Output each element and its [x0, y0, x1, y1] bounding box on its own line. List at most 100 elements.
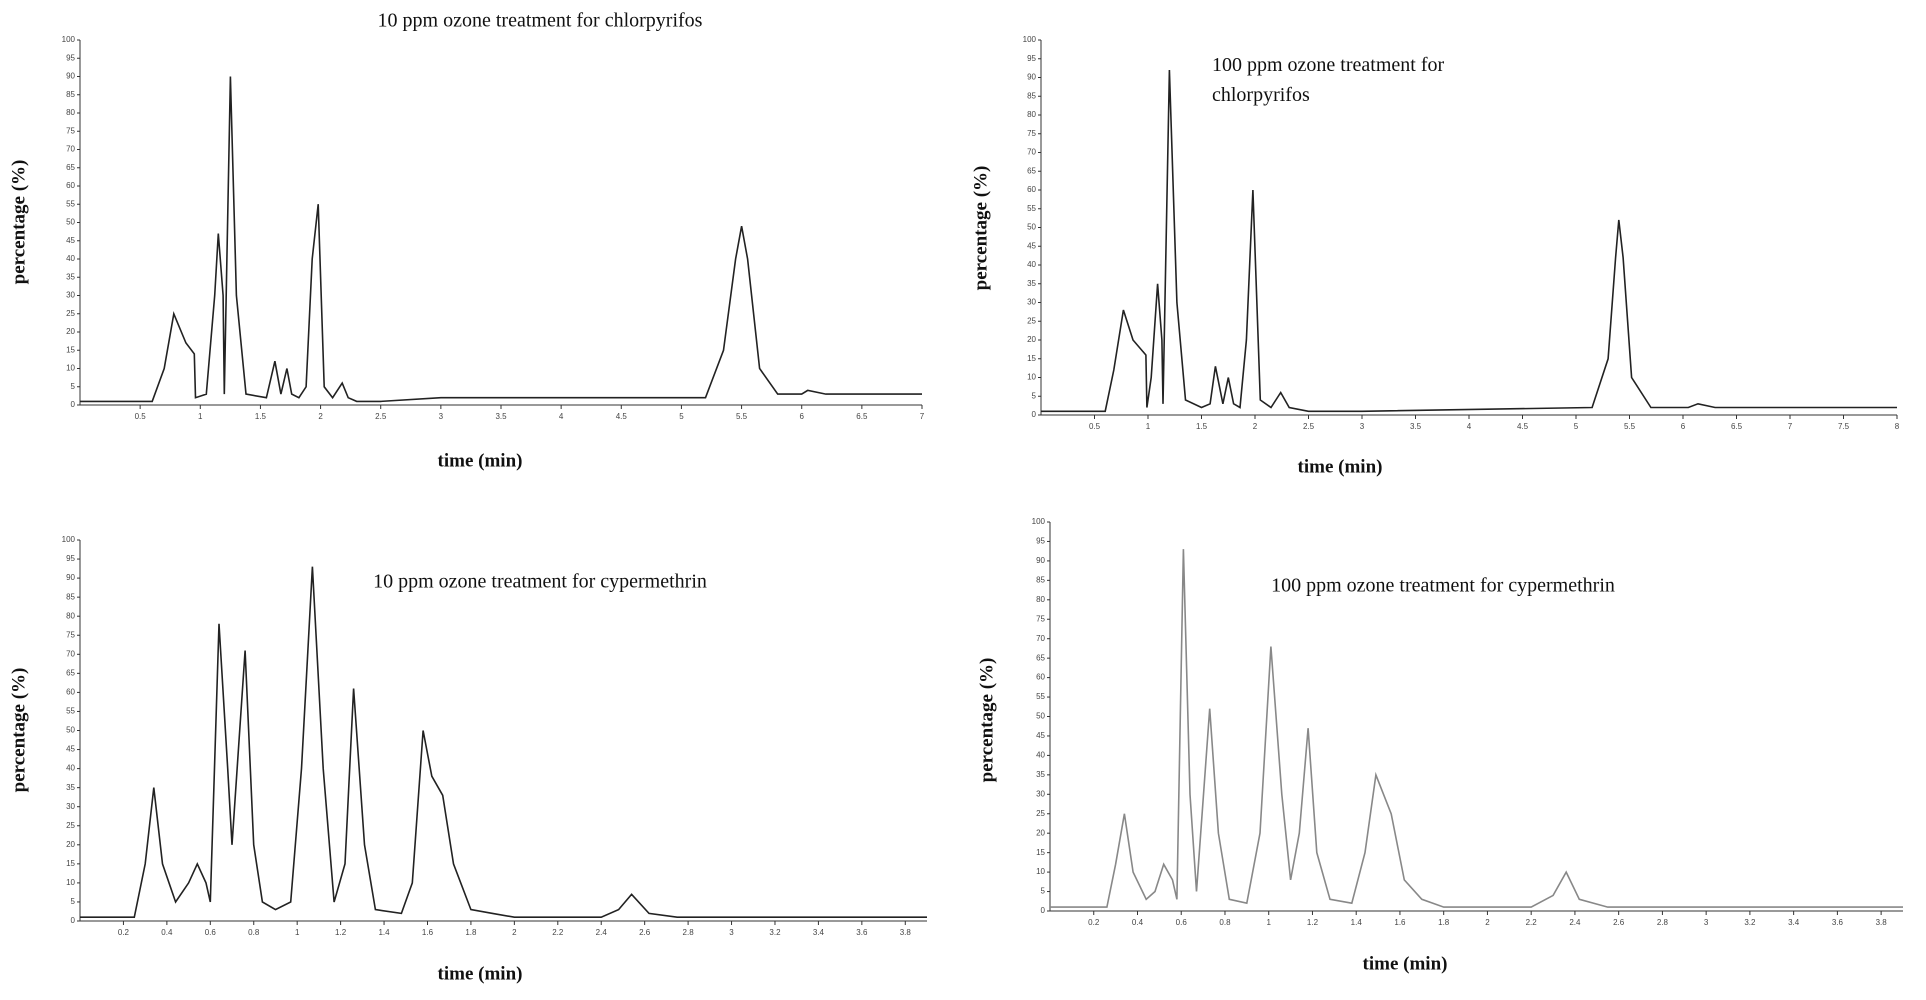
y-tick-label: 75	[66, 630, 75, 639]
x-tick-label: 2	[1485, 918, 1490, 927]
x-tick-label: 3.8	[1876, 918, 1888, 927]
y-tick-label: 60	[66, 688, 75, 697]
x-tick-label: 1	[1266, 918, 1271, 927]
y-tick-label: 10	[1027, 373, 1036, 382]
y-tick-label: 35	[66, 272, 75, 281]
y-tick-label: 50	[1027, 223, 1036, 232]
y-tick-label: 70	[66, 145, 75, 154]
y-tick-label: 85	[1027, 91, 1036, 100]
y-tick-label: 45	[1036, 731, 1045, 740]
x-tick-label: 1.8	[1438, 918, 1450, 927]
x-tick-label: 5.5	[1624, 422, 1636, 431]
x-tick-label: 2	[318, 412, 323, 421]
y-tick-label: 65	[1036, 653, 1045, 662]
x-tick-label: 2.6	[639, 928, 651, 937]
y-tick-label: 60	[66, 181, 75, 190]
x-tick-label: 2.2	[1526, 918, 1538, 927]
y-tick-label: 85	[66, 90, 75, 99]
y-tick-label: 65	[66, 668, 75, 677]
chart-title: 10 ppm ozone treatment for cypermethrin	[373, 571, 707, 593]
x-axis-label: time (min)	[438, 450, 523, 471]
y-tick-label: 30	[1036, 789, 1045, 798]
y-tick-label: 55	[66, 707, 75, 716]
y-tick-label: 25	[66, 309, 75, 318]
chromatogram-line	[1041, 69, 1897, 413]
y-tick-label: 5	[71, 897, 76, 906]
x-tick-label: 0.5	[1089, 422, 1101, 431]
x-tick-label: 3.4	[1788, 918, 1800, 927]
y-tick-label: 25	[1027, 316, 1036, 325]
x-tick-label: 3.2	[1744, 918, 1756, 927]
x-tick-label: 1.4	[378, 928, 390, 937]
x-tick-label: 1.6	[422, 928, 434, 937]
x-tick-label: 1.2	[335, 928, 347, 937]
chart-title: 10 ppm ozone treatment for chlorpyrifos	[378, 10, 703, 32]
x-tick-label: 3	[1704, 918, 1709, 927]
chart-title: 100 ppm ozone treatment for chlorpyrifos	[1212, 54, 1445, 106]
chromatogram-line	[1050, 549, 1903, 908]
y-tick-label: 55	[1036, 692, 1045, 701]
chromatogram-line	[80, 76, 922, 403]
x-tick-label: 2	[512, 928, 517, 937]
x-axis-label: time (min)	[1298, 456, 1383, 477]
y-tick-label: 65	[1027, 166, 1036, 175]
y-tick-label: 95	[1027, 54, 1036, 63]
y-axis-label: percentage (%)	[976, 658, 997, 783]
y-axis-label: percentage (%)	[8, 160, 29, 285]
y-tick-label: 10	[66, 364, 75, 373]
x-tick-label: 3.5	[1410, 422, 1422, 431]
y-tick-label: 40	[66, 764, 75, 773]
y-tick-label: 60	[1036, 673, 1045, 682]
y-tick-label: 5	[1032, 391, 1037, 400]
y-tick-label: 35	[1027, 279, 1036, 288]
y-tick-label: 30	[66, 291, 75, 300]
y-tick-label: 85	[66, 592, 75, 601]
y-tick-label: 70	[66, 649, 75, 658]
x-tick-label: 3.6	[856, 928, 868, 937]
y-tick-label: 25	[1036, 809, 1045, 818]
x-tick-label: 1.2	[1307, 918, 1319, 927]
x-tick-label: 0.2	[1088, 918, 1100, 927]
x-tick-label: 0.4	[1132, 918, 1144, 927]
y-tick-label: 95	[66, 53, 75, 62]
x-tick-label: 5	[1574, 422, 1579, 431]
y-tick-label: 10	[66, 878, 75, 887]
chart-panel: 0510152025303540455055606570758085909510…	[8, 535, 927, 984]
y-tick-label: 60	[1027, 185, 1036, 194]
x-tick-label: 7	[1788, 422, 1793, 431]
x-tick-label: 0.8	[1219, 918, 1231, 927]
x-tick-label: 7.5	[1838, 422, 1850, 431]
y-tick-label: 0	[71, 400, 76, 409]
y-tick-label: 90	[1027, 73, 1036, 82]
chart-title: 100 ppm ozone treatment for cypermethrin	[1271, 575, 1615, 597]
y-tick-label: 5	[1041, 887, 1046, 896]
y-tick-label: 70	[1027, 148, 1036, 157]
x-tick-label: 6	[1681, 422, 1686, 431]
y-tick-label: 85	[1036, 575, 1045, 584]
y-tick-label: 65	[66, 163, 75, 172]
y-tick-label: 35	[1036, 770, 1045, 779]
y-tick-label: 50	[66, 726, 75, 735]
x-axis-label: time (min)	[438, 963, 523, 984]
x-tick-label: 4	[559, 412, 564, 421]
x-tick-label: 1	[198, 412, 203, 421]
x-tick-label: 5	[679, 412, 684, 421]
chart-panel: 0510152025303540455055606570758085909510…	[976, 517, 1903, 974]
x-tick-label: 1.5	[1196, 422, 1208, 431]
y-tick-label: 15	[66, 345, 75, 354]
x-tick-label: 4.5	[1517, 422, 1529, 431]
x-tick-label: 2.8	[1657, 918, 1669, 927]
y-tick-label: 100	[1023, 35, 1037, 44]
y-tick-label: 80	[1036, 595, 1045, 604]
x-tick-label: 2.5	[375, 412, 387, 421]
y-tick-label: 80	[1027, 110, 1036, 119]
x-tick-label: 0.4	[161, 928, 173, 937]
x-tick-label: 2.5	[1303, 422, 1315, 431]
x-tick-label: 8	[1895, 422, 1900, 431]
y-tick-label: 90	[66, 72, 75, 81]
y-tick-label: 90	[1036, 556, 1045, 565]
y-tick-label: 25	[66, 821, 75, 830]
x-tick-label: 0.6	[205, 928, 217, 937]
y-tick-label: 10	[1036, 867, 1045, 876]
